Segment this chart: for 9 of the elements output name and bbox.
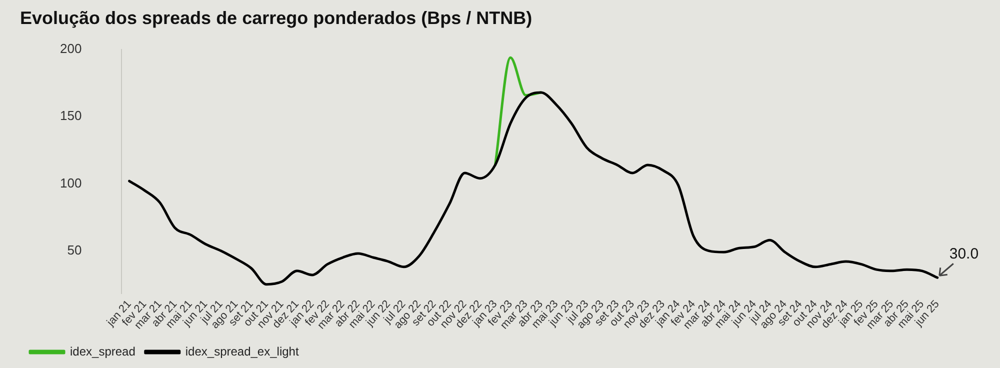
annotation: 30.0: [949, 245, 979, 262]
y-tick-label: 100: [60, 175, 82, 190]
line-series: [128, 91, 939, 286]
chart-title: Evolução dos spreads de carrego ponderados (Bps / NTNB): [20, 8, 532, 28]
y-tick-label: 200: [60, 41, 82, 56]
legend-label: idex_spread_ex_light: [185, 344, 300, 358]
legend-label: idex_spread: [70, 344, 136, 358]
y-tick-label: 50: [67, 242, 82, 258]
y-tick-label: 150: [60, 108, 82, 124]
